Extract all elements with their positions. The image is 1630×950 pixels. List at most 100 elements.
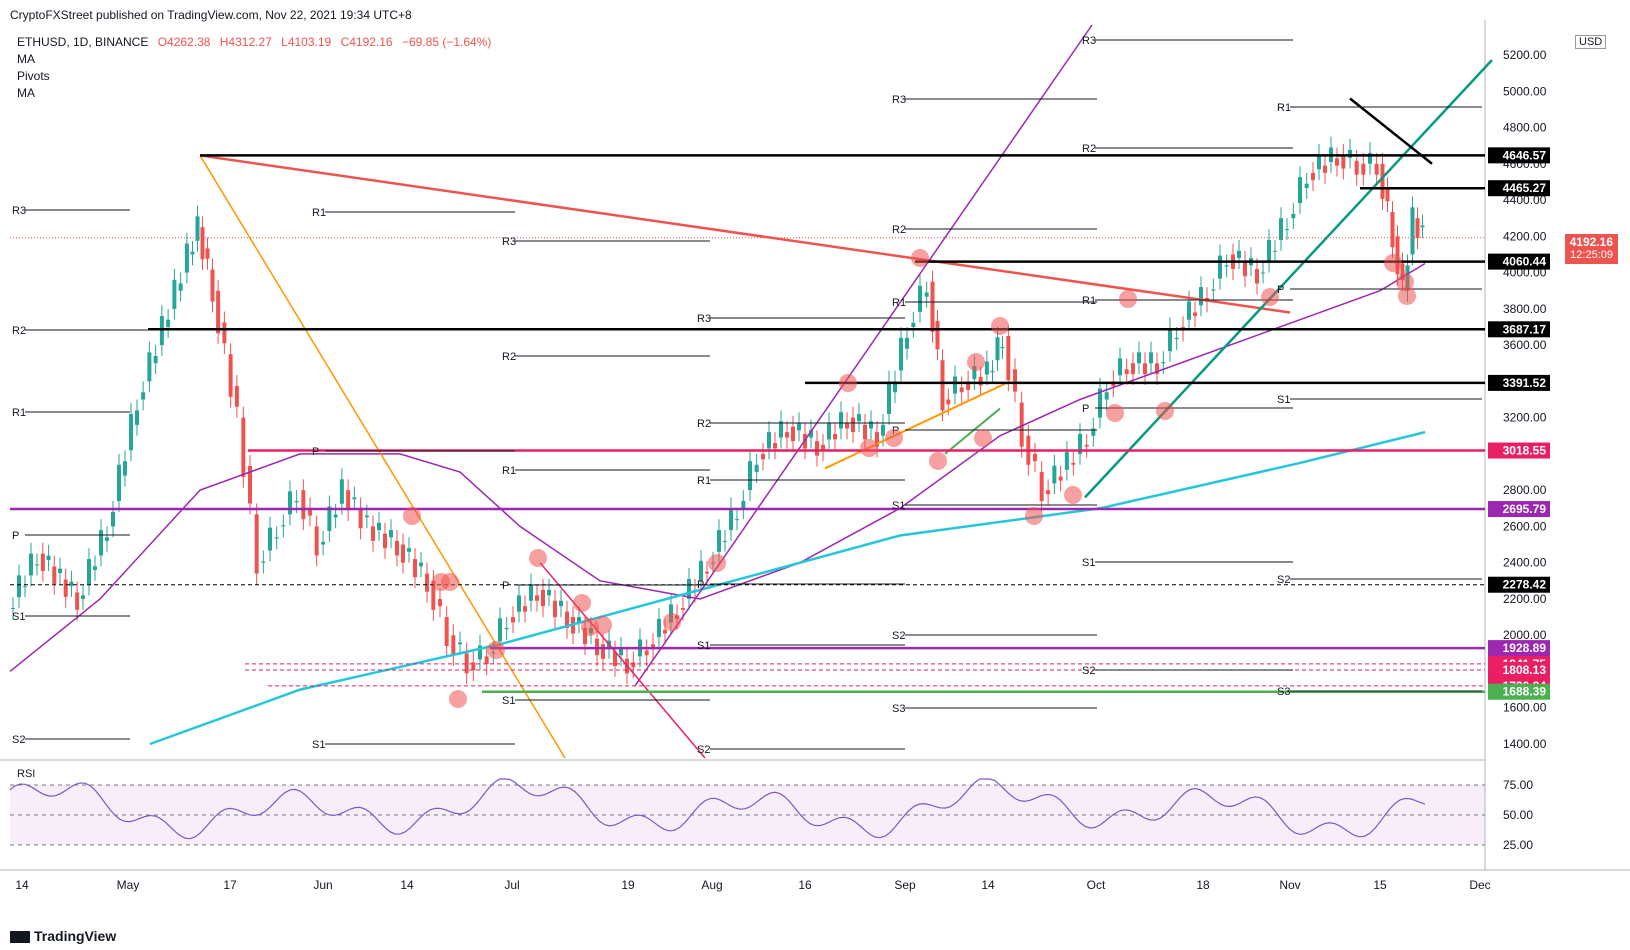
candle-body bbox=[1400, 263, 1405, 280]
price-tick-label: 2400.00 bbox=[1503, 556, 1547, 570]
candle-body bbox=[210, 269, 215, 302]
indicator-ma-2[interactable]: MA bbox=[17, 86, 35, 100]
indicator-pivots[interactable]: Pivots bbox=[17, 69, 50, 83]
time-tick-label: 15 bbox=[1373, 878, 1387, 892]
pivot-label: R3 bbox=[502, 236, 516, 248]
candle-body bbox=[663, 629, 667, 634]
candle-body bbox=[851, 417, 855, 433]
candle-body bbox=[81, 595, 85, 599]
candle-body bbox=[699, 560, 703, 581]
highlight-circle bbox=[708, 554, 726, 572]
candle-body bbox=[1149, 352, 1153, 364]
currency-label[interactable]: USD bbox=[1575, 35, 1607, 49]
rsi-label: RSI bbox=[17, 768, 36, 780]
candle-body bbox=[651, 644, 655, 648]
candle-body bbox=[1098, 388, 1102, 418]
time-tick-label: Sep bbox=[894, 878, 916, 892]
pivot-label: S2 bbox=[697, 744, 710, 756]
price-tick-label: 2600.00 bbox=[1503, 519, 1547, 533]
candle-body bbox=[946, 399, 951, 405]
open-value: O4262.38 bbox=[157, 35, 211, 49]
indicator-ma-1[interactable]: MA bbox=[17, 52, 35, 66]
candle-body bbox=[1361, 163, 1366, 175]
pivot-label: P bbox=[697, 579, 704, 591]
candle-body bbox=[723, 540, 727, 542]
candle-body bbox=[1279, 218, 1283, 240]
price-tick-label: 2000.00 bbox=[1503, 628, 1547, 642]
candle-body bbox=[1368, 152, 1372, 164]
ma-purple-line bbox=[9, 262, 1426, 673]
pivot-label: R1 bbox=[12, 407, 26, 419]
candle-body bbox=[935, 320, 940, 350]
candle-body bbox=[58, 568, 62, 574]
highlight-circle bbox=[403, 507, 421, 525]
change-value: −69.85 (−1.64%) bbox=[401, 35, 492, 49]
highlight-circle bbox=[1396, 273, 1414, 291]
candle-body bbox=[1174, 337, 1179, 340]
time-tick-label: May bbox=[117, 878, 140, 892]
level-badge-label: 1688.39 bbox=[1503, 685, 1547, 699]
candle-body bbox=[69, 581, 74, 586]
candle-body bbox=[741, 501, 746, 509]
candle-body bbox=[425, 573, 429, 592]
trendline-orange bbox=[199, 155, 566, 759]
candle-body bbox=[1267, 239, 1271, 262]
candle-body bbox=[371, 526, 375, 541]
candle-body bbox=[863, 424, 867, 440]
candle-body bbox=[29, 553, 33, 576]
candle-body bbox=[797, 423, 801, 431]
tradingview-logo[interactable]: TradingView bbox=[10, 928, 116, 944]
candle-body bbox=[559, 600, 563, 607]
candle-body bbox=[541, 589, 545, 607]
pivot-label: S1 bbox=[1082, 557, 1095, 569]
candle-body bbox=[1039, 472, 1044, 502]
candle-body bbox=[1380, 163, 1385, 199]
candle-body bbox=[40, 553, 45, 571]
candle-body bbox=[881, 424, 885, 436]
candle-body bbox=[1255, 268, 1259, 284]
candle-body bbox=[791, 426, 795, 442]
level-badge-label: 3391.52 bbox=[1503, 376, 1547, 390]
candle-body bbox=[887, 381, 891, 415]
candle-body bbox=[464, 653, 469, 674]
level-badge-label: 4646.57 bbox=[1503, 148, 1547, 162]
highlight-circle bbox=[839, 374, 857, 392]
level-badge-label: 4060.44 bbox=[1503, 255, 1547, 269]
trendline-green-short bbox=[944, 407, 1001, 455]
candle-body bbox=[1273, 250, 1277, 252]
candle-body bbox=[761, 453, 765, 460]
pivot-label: R1 bbox=[1277, 102, 1291, 114]
level-badge bbox=[1488, 442, 1550, 459]
candle-body bbox=[261, 561, 266, 563]
pivot-label: P bbox=[312, 446, 319, 458]
candle-body bbox=[111, 511, 115, 527]
level-badge bbox=[1488, 374, 1550, 391]
pivot-label: S3 bbox=[1277, 686, 1290, 698]
highlight-circle bbox=[449, 690, 467, 708]
candle-body bbox=[1104, 392, 1109, 400]
level-badge bbox=[1488, 180, 1550, 197]
pivot-label: S3 bbox=[892, 703, 905, 715]
price-tick-label: 3800.00 bbox=[1503, 302, 1547, 316]
candle-body bbox=[159, 316, 164, 346]
candle-body bbox=[184, 243, 189, 273]
time-tick-label: 14 bbox=[981, 878, 995, 892]
candle-body bbox=[729, 508, 733, 531]
candle-body bbox=[234, 385, 239, 407]
candle-body bbox=[717, 530, 721, 552]
price-tick-label: 4800.00 bbox=[1503, 121, 1547, 135]
pivot-label: R2 bbox=[502, 351, 516, 363]
level-badge bbox=[1488, 576, 1550, 593]
candle-body bbox=[748, 461, 752, 491]
last-price-countdown: 12:25:09 bbox=[1570, 249, 1613, 261]
candle-body bbox=[419, 562, 423, 567]
candle-body bbox=[1261, 272, 1265, 274]
candle-body bbox=[809, 430, 813, 438]
candle-body bbox=[1218, 255, 1222, 279]
candle-body bbox=[172, 279, 177, 309]
pivot-label: R1 bbox=[502, 465, 516, 477]
pivot-label: R1 bbox=[1082, 295, 1096, 307]
last-price-value: 4192.16 bbox=[1569, 235, 1613, 249]
candle-body bbox=[1374, 163, 1379, 175]
